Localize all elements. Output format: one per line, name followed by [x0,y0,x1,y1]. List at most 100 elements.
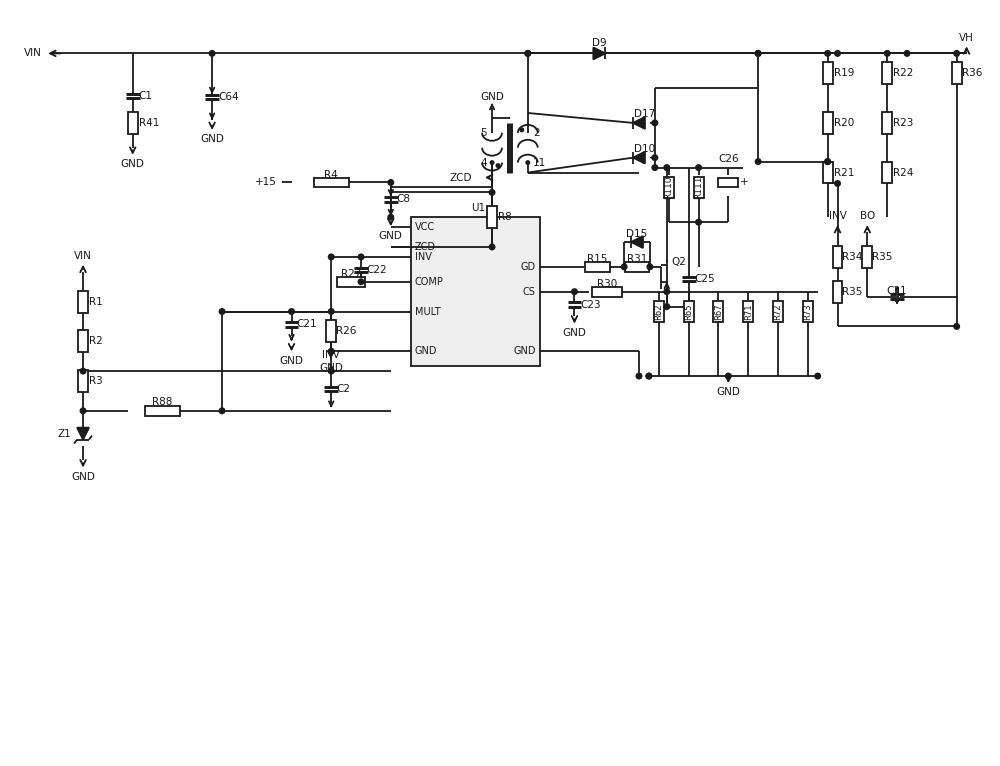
Circle shape [664,165,670,170]
Text: C25: C25 [695,273,715,283]
Circle shape [525,51,531,56]
Text: GND: GND [280,355,303,365]
Text: GND: GND [415,346,437,356]
Circle shape [489,190,495,195]
Circle shape [825,159,830,165]
Text: C31: C31 [887,286,907,296]
Bar [882,162,892,184]
Circle shape [652,120,658,126]
Text: GND: GND [480,92,504,102]
Polygon shape [77,427,89,440]
Bar [718,178,738,188]
Circle shape [825,159,830,165]
Text: D15: D15 [626,229,648,239]
Circle shape [696,165,701,170]
Text: 4: 4 [480,158,487,168]
Bar [833,281,842,303]
Text: BO: BO [860,211,875,221]
Bar [128,112,138,134]
Text: C64: C64 [218,92,239,102]
Polygon shape [633,117,645,129]
Text: VH: VH [959,32,974,43]
Bar [743,300,753,322]
Text: R67: R67 [714,303,723,320]
Circle shape [647,264,653,270]
Circle shape [835,51,840,56]
Circle shape [884,51,890,56]
Circle shape [80,368,86,374]
Circle shape [621,264,627,270]
Bar [823,112,833,134]
Circle shape [664,304,670,309]
Text: R20: R20 [834,118,854,128]
Text: COMP: COMP [415,277,443,286]
Text: R8: R8 [498,212,512,222]
Circle shape [490,161,494,165]
Text: C8: C8 [397,195,411,205]
Text: R71: R71 [744,303,753,319]
Bar [314,178,349,188]
Text: 11: 11 [533,158,546,168]
Bar [694,176,704,198]
Bar [823,162,833,184]
Text: GND: GND [121,159,145,169]
Circle shape [696,219,701,225]
Text: R72: R72 [773,303,782,319]
Circle shape [489,244,495,250]
Text: R23: R23 [893,118,914,128]
Bar [337,277,365,286]
Bar [326,320,336,342]
Circle shape [526,161,530,165]
Text: CS: CS [523,286,536,296]
Bar [862,246,872,268]
Bar [625,262,649,272]
Text: R27: R27 [341,269,361,279]
Polygon shape [593,47,605,59]
Text: R110: R110 [664,175,673,199]
Text: D10: D10 [634,144,655,154]
Text: D9: D9 [592,38,607,48]
Text: C21: C21 [296,319,317,329]
Polygon shape [631,236,643,248]
Text: MULT: MULT [415,306,440,316]
Text: U1: U1 [471,203,485,213]
Text: GND: GND [319,362,343,372]
Text: R26: R26 [336,326,357,336]
Circle shape [209,51,215,56]
Bar [78,370,88,392]
Text: R36: R36 [962,68,982,78]
Circle shape [328,349,334,354]
Bar [803,300,813,322]
Text: R19: R19 [834,68,854,78]
Text: VIN: VIN [74,251,92,261]
Text: R4: R4 [324,169,338,179]
Bar [145,406,180,416]
Text: R41: R41 [139,118,159,128]
Bar [592,286,622,296]
Text: GND: GND [71,472,95,482]
Bar [713,300,723,322]
Bar [585,262,610,272]
Bar [78,330,88,352]
Text: R21: R21 [834,168,854,178]
Text: GND: GND [716,388,740,398]
Circle shape [328,254,334,260]
Text: GND: GND [200,134,224,144]
Text: R3: R3 [89,376,103,386]
Circle shape [954,323,959,329]
Text: R2: R2 [89,336,103,346]
Text: INV: INV [322,350,340,360]
Text: C26: C26 [718,154,739,164]
Text: R30: R30 [597,279,617,289]
Circle shape [219,309,225,314]
Text: VIN: VIN [23,48,41,58]
Text: C23: C23 [580,300,601,309]
Text: C1: C1 [139,91,153,101]
Circle shape [328,309,334,314]
Bar [896,288,898,300]
Circle shape [646,373,652,379]
Circle shape [219,408,225,414]
Circle shape [755,51,761,56]
Circle shape [496,164,500,168]
Bar [664,176,674,198]
